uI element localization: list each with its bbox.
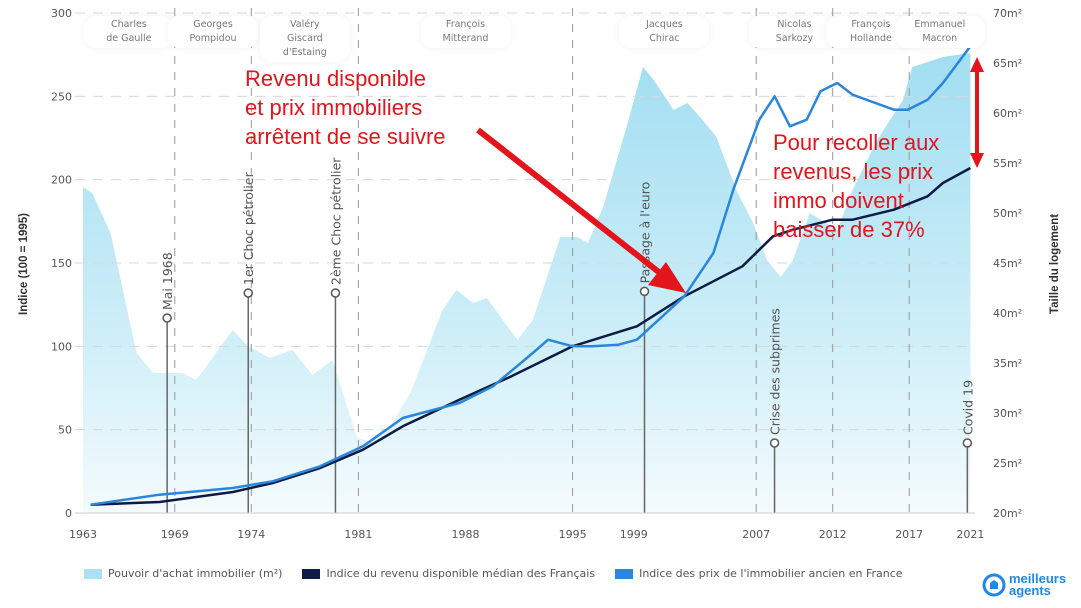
president-label: Georges Pompidou xyxy=(168,16,259,48)
x-tick-label: 1963 xyxy=(69,528,97,541)
annotation-line: et prix immobiliers xyxy=(245,95,423,120)
y-tick-label: 150 xyxy=(51,257,72,270)
annotation-income-vs-price: Revenu disponible et prix immobiliers ar… xyxy=(245,64,446,151)
y-axis-label-left: Indice (100 = 1995) xyxy=(17,213,30,315)
president-label: Jacques Chirac xyxy=(619,16,710,48)
x-tick-label: 1999 xyxy=(620,528,648,541)
event-label: Mai 1968 xyxy=(160,252,175,310)
president-label: Valéry Giscard d'Estaing xyxy=(259,16,350,62)
red-double-arrow-head-bottom xyxy=(970,153,984,168)
y2-tick-label: 55m² xyxy=(993,157,1022,170)
red-arrow-shaft xyxy=(476,127,662,276)
x-tick-label: 1969 xyxy=(161,528,189,541)
y2-tick-label: 65m² xyxy=(993,57,1022,70)
legend-swatch xyxy=(84,568,102,579)
meilleurs-agents-logo: meilleurs agents xyxy=(982,572,1066,598)
president-label: Nicolas Sarkozy xyxy=(749,16,840,48)
legend-label: Indice du revenu disponible médian des F… xyxy=(326,567,596,580)
event-marker xyxy=(769,438,780,448)
x-tick-label: 1995 xyxy=(559,528,587,541)
x-tick-label: 1988 xyxy=(452,528,480,541)
y2-tick-label: 50m² xyxy=(993,207,1022,220)
x-tick-label: 2007 xyxy=(742,528,770,541)
annotation-line: baisser de 37% xyxy=(773,217,925,242)
legend-label: Pouvoir d'achat immobilier (m²) xyxy=(108,567,283,580)
legend-item-income: Indice du revenu disponible médian des F… xyxy=(302,567,595,580)
event-marker xyxy=(330,288,341,298)
y-tick-label: 200 xyxy=(51,174,72,187)
y-tick-label: 250 xyxy=(51,90,72,103)
x-tick-label: 2021 xyxy=(956,528,984,541)
legend-item-price: Indice des prix de l'immobilier ancien e… xyxy=(615,567,903,580)
y2-tick-label: 30m² xyxy=(993,407,1022,420)
legend-swatch xyxy=(302,568,321,579)
y2-tick-label: 20m² xyxy=(993,507,1022,520)
y2-tick-label: 25m² xyxy=(993,457,1022,470)
event-label: Covid 19 xyxy=(960,380,975,435)
logo-line2: agents xyxy=(1009,583,1051,598)
event-label: Crise des subprimes xyxy=(768,308,783,435)
x-tick-label: 2012 xyxy=(819,528,847,541)
president-label: Emmanuel Macron xyxy=(894,16,985,48)
y2-tick-label: 70m² xyxy=(993,7,1022,20)
y2-tick-label: 35m² xyxy=(993,357,1022,370)
x-tick-label: 1981 xyxy=(344,528,372,541)
y-axis-label-right: Taille du logement xyxy=(1049,213,1062,315)
president-label: Charles de Gaulle xyxy=(83,16,174,48)
logo-house-icon xyxy=(982,573,1006,597)
y2-tick-label: 40m² xyxy=(993,307,1022,320)
legend: Pouvoir d'achat immobilier (m²) Indice d… xyxy=(84,567,903,580)
y-tick-label: 300 xyxy=(51,7,72,20)
y2-tick-label: 45m² xyxy=(993,257,1022,270)
red-double-arrow-head-top xyxy=(970,57,984,72)
annotation-line: arrêtent de se suivre xyxy=(245,124,446,149)
event-marker xyxy=(162,313,172,323)
event-label: 2ème Choc pétrolier xyxy=(328,157,343,285)
x-tick-label: 2017 xyxy=(895,528,923,541)
annotation-price-drop: Pour recoller aux revenus, les prix immo… xyxy=(773,128,939,244)
y-tick-label: 100 xyxy=(51,340,72,353)
legend-label: Indice des prix de l'immobilier ancien e… xyxy=(639,567,903,580)
x-tick-label: 1974 xyxy=(237,528,265,541)
event-marker xyxy=(243,288,253,298)
annotation-line: Revenu disponible xyxy=(245,66,427,91)
annotation-line: Pour recoller aux xyxy=(773,130,940,155)
area-purchasing-power xyxy=(83,53,971,513)
income-line xyxy=(90,166,971,506)
annotation-line: immo doivent xyxy=(773,188,904,213)
president-label: François Mitterand xyxy=(420,16,511,48)
event-marker xyxy=(962,438,973,448)
annotation-line: revenus, les prix xyxy=(773,159,934,184)
logo-line1: meilleurs xyxy=(1009,571,1067,586)
event-marker xyxy=(639,286,650,297)
legend-item-area: Pouvoir d'achat immobilier (m²) xyxy=(84,567,282,580)
y-tick-label: 0 xyxy=(65,507,72,520)
legend-swatch xyxy=(615,568,634,579)
red-arrow-head xyxy=(648,262,686,293)
price-line xyxy=(90,45,972,506)
y2-tick-label: 60m² xyxy=(993,107,1022,120)
y-tick-label: 50 xyxy=(58,424,72,437)
event-label: 1er Choc pétrolier xyxy=(241,171,256,285)
